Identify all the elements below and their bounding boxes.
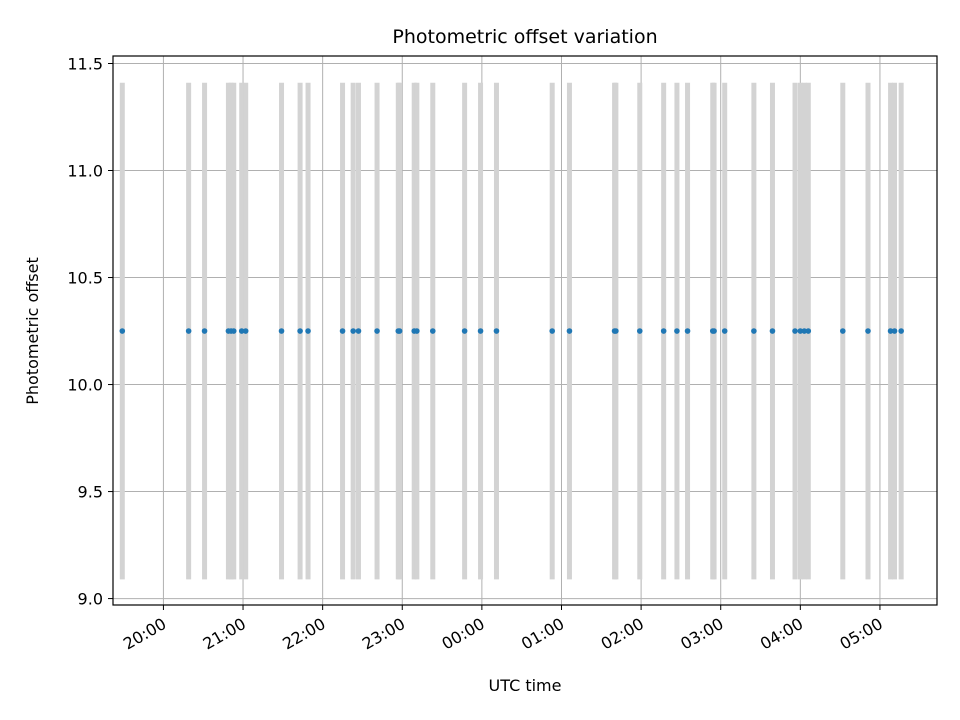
data-point — [339, 328, 346, 334]
data-point — [305, 328, 311, 334]
data-point — [865, 328, 871, 334]
data-point — [429, 328, 436, 334]
data-point — [797, 328, 804, 334]
data-point — [887, 328, 894, 334]
x-tick-label: 22:00 — [279, 614, 328, 654]
x-tick-label: 02:00 — [598, 614, 647, 654]
data-point — [898, 328, 904, 334]
data-point — [396, 328, 403, 334]
data-point — [238, 328, 245, 334]
data-point — [230, 328, 237, 334]
x-tick-label: 03:00 — [677, 614, 726, 654]
data-point — [711, 328, 717, 334]
data-point — [278, 328, 285, 334]
data-point — [493, 328, 500, 334]
data-point — [461, 328, 468, 334]
y-tick-label: 9.5 — [78, 483, 103, 502]
data-point — [201, 328, 208, 334]
data-point — [350, 328, 356, 334]
data-points — [119, 328, 904, 334]
data-point — [805, 328, 812, 334]
y-tick-label: 11.5 — [67, 54, 103, 73]
x-tick-label: 04:00 — [757, 614, 806, 654]
data-point — [839, 328, 846, 334]
data-point — [801, 328, 808, 334]
data-point — [613, 328, 619, 334]
y-tick-label: 9.0 — [78, 590, 103, 609]
plot-frame — [112, 55, 938, 606]
data-point — [477, 328, 484, 334]
data-point — [414, 328, 420, 334]
data-point — [374, 328, 380, 334]
data-point — [792, 328, 798, 334]
data-point — [119, 328, 126, 334]
data-point — [660, 328, 667, 334]
data-point — [636, 328, 643, 334]
data-point — [297, 328, 303, 334]
data-point — [769, 328, 776, 334]
x-tick-label: 21:00 — [200, 614, 249, 654]
x-axis: 20:00 21:00 22:00 23:00 00:00 01:00 02:00 03:00… — [120, 605, 886, 654]
grid — [113, 56, 937, 605]
y-axis: 9.0 9.5 10.0 10.5 11.0 11.5 — [67, 54, 113, 609]
data-point — [684, 328, 691, 334]
y-tick-label: 10.5 — [67, 269, 103, 288]
data-point — [891, 328, 898, 334]
data-point — [549, 328, 556, 334]
x-axis-label: UTC time — [489, 676, 562, 695]
x-tick-label: 20:00 — [120, 614, 169, 654]
data-point — [721, 328, 728, 334]
y-tick-label: 11.0 — [67, 162, 103, 181]
chart-title: Photometric offset variation — [392, 26, 657, 48]
x-tick-label: 01:00 — [518, 614, 567, 654]
x-tick-label: 23:00 — [359, 614, 408, 654]
data-point — [751, 328, 757, 334]
data-point — [242, 328, 249, 334]
data-point — [185, 328, 192, 334]
y-tick-label: 10.0 — [67, 376, 103, 395]
x-tick-label: 05:00 — [837, 614, 886, 654]
data-point — [566, 328, 573, 334]
data-point — [355, 328, 362, 334]
y-axis-label: Photometric offset — [23, 257, 42, 405]
data-point — [674, 328, 680, 334]
x-tick-label: 00:00 — [438, 614, 487, 654]
